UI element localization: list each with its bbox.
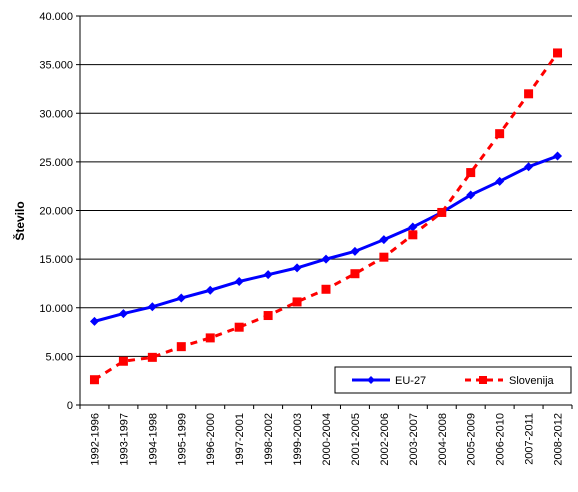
data-point	[437, 207, 447, 217]
x-tick-label: 1999-2003	[292, 413, 304, 466]
x-tick-label: 2003-2007	[408, 413, 420, 466]
data-point	[118, 356, 128, 366]
data-point	[234, 276, 244, 286]
x-tick-label: 2004-2008	[437, 413, 449, 466]
data-point	[234, 322, 244, 332]
x-axis: 1992-1996 1993-1997 1994-1998 1995-1999 1996…	[79, 404, 573, 466]
x-tick-label: 2005-2009	[466, 413, 478, 466]
data-point	[408, 222, 418, 232]
y-tick-label: 10.000	[39, 303, 73, 315]
data-point	[205, 333, 215, 343]
data-point	[524, 89, 534, 99]
data-point	[379, 235, 389, 245]
x-tick-label: 2008-2012	[553, 413, 565, 466]
series-slovenija	[89, 48, 563, 385]
data-point	[553, 151, 563, 161]
series-eu-27	[89, 151, 563, 326]
data-point	[495, 129, 505, 139]
y-axis: 0 5.000 10.000 15.000 20.000 25.000 30.000 35.0…	[39, 11, 81, 412]
x-tick-label: 2007-2011	[524, 413, 536, 465]
data-point	[495, 176, 505, 186]
data-point	[176, 293, 186, 303]
data-point	[147, 352, 157, 362]
x-tick-label: 1995-1999	[176, 413, 188, 466]
legend: EU-27 Slovenija	[334, 366, 572, 394]
x-tick-label: 1998-2002	[263, 413, 275, 466]
data-point	[147, 302, 157, 312]
x-tick-label: 1993-1997	[118, 413, 130, 466]
data-point	[350, 246, 360, 256]
x-tick-label: 2002-2006	[379, 413, 391, 466]
legend-slovenija-label: Slovenija	[509, 375, 555, 387]
legend-eu27-label: EU-27	[395, 375, 426, 387]
data-point	[350, 269, 360, 279]
data-point	[321, 254, 331, 264]
y-tick-label: 40.000	[39, 11, 73, 23]
data-point	[263, 311, 273, 321]
series-layer	[89, 48, 563, 385]
data-point	[524, 162, 534, 172]
data-point	[466, 190, 476, 200]
data-point	[292, 263, 302, 273]
x-tick-label: 2006-2010	[495, 413, 507, 466]
x-tick-label: 1992-1996	[89, 413, 101, 466]
data-point	[205, 285, 215, 295]
y-tick-label: 15.000	[39, 254, 73, 266]
data-point	[408, 230, 418, 240]
data-point	[379, 252, 389, 262]
data-point	[292, 297, 302, 307]
legend-slovenija-marker	[479, 376, 487, 384]
y-tick-label: 20.000	[39, 206, 73, 218]
legend-eu27-marker	[367, 376, 375, 384]
data-point	[89, 375, 99, 385]
data-point	[176, 342, 186, 352]
x-tick-label: 1996-2000	[205, 413, 217, 466]
x-tick-label: 2001-2005	[350, 413, 362, 466]
y-tick-label: 0	[67, 400, 73, 412]
data-point	[466, 168, 476, 178]
x-tick-label: 2000-2004	[321, 413, 333, 466]
y-tick-label: 25.000	[39, 157, 73, 169]
series-line	[93, 52, 559, 381]
series-line	[94, 154, 559, 323]
data-point	[553, 48, 563, 58]
data-point	[89, 316, 99, 326]
data-point	[118, 309, 128, 319]
y-tick-label: 30.000	[39, 108, 73, 120]
y-tick-label: 35.000	[39, 60, 73, 72]
data-point	[321, 284, 331, 294]
y-axis-title: Število	[12, 201, 27, 240]
data-point	[263, 270, 273, 280]
x-tick-label: 1994-1998	[147, 413, 159, 466]
x-tick-label: 1997-2001	[234, 413, 246, 466]
y-tick-label: 5.000	[45, 351, 73, 363]
